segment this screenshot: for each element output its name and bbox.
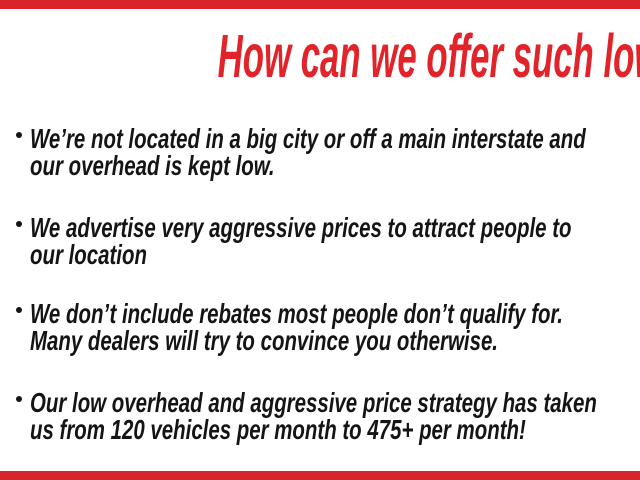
bullet-text: We don’t include rebates most people don…: [30, 298, 563, 356]
bullet-marker-icon: •: [16, 221, 22, 227]
headline-container: How can we offer such low prices?: [0, 26, 640, 87]
bullet-marker-icon: •: [16, 396, 22, 402]
bullet-text: We advertise very aggressive prices to a…: [30, 212, 572, 270]
bullet-item: • We don’t include rebates most people d…: [0, 298, 640, 356]
bullet-text: We’re not located in a big city or off a…: [30, 123, 586, 181]
bullet-item: • We’re not located in a big city or off…: [0, 123, 640, 181]
page-title: How can we offer such low prices?: [217, 22, 640, 90]
bullet-marker-icon: •: [16, 307, 22, 313]
bullet-item: • We advertise very aggressive prices to…: [0, 212, 640, 270]
top-red-bar: [0, 0, 640, 9]
bottom-red-bar: [0, 471, 640, 480]
bullet-item: • Our low overhead and aggressive price …: [0, 387, 640, 445]
bullet-text: Our low overhead and aggressive price st…: [30, 387, 597, 445]
bullet-marker-icon: •: [16, 132, 22, 138]
